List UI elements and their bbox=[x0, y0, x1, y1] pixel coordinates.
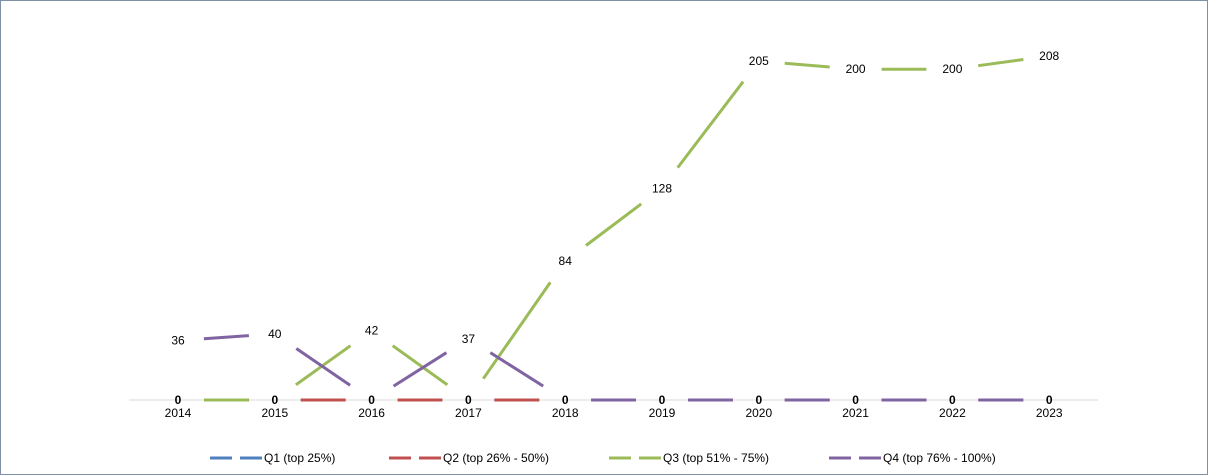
x-tick-label: 2020 bbox=[745, 406, 772, 420]
data-labels: 36 0 40 0 42 0 37 0 84 0 128 0 205 0 200 0 200 0 208 0 bbox=[171, 49, 1059, 407]
zero-data-label: 0 bbox=[175, 393, 182, 407]
series-segment bbox=[482, 281, 552, 380]
legend-item: Q4 (top 76% - 100%) bbox=[829, 451, 996, 465]
data-label: 84 bbox=[559, 254, 573, 268]
series-3-line bbox=[204, 58, 1024, 402]
series-segment bbox=[977, 58, 1024, 68]
zero-data-label: 0 bbox=[949, 393, 956, 407]
series-segment bbox=[585, 202, 643, 247]
data-label: 128 bbox=[652, 181, 672, 195]
x-tick-label: 2016 bbox=[358, 406, 385, 420]
zero-data-label: 0 bbox=[271, 393, 278, 407]
data-label: 200 bbox=[942, 62, 962, 76]
series-segment bbox=[676, 80, 745, 169]
data-label: 40 bbox=[268, 327, 282, 341]
data-label: 200 bbox=[846, 62, 866, 76]
x-tick-label: 2015 bbox=[261, 406, 288, 420]
x-tick-label: 2022 bbox=[939, 406, 966, 420]
x-tick-label: 2023 bbox=[1036, 406, 1063, 420]
legend-label: Q3 (top 51% - 75%) bbox=[663, 451, 769, 465]
series-lines bbox=[203, 58, 1024, 402]
zero-data-label: 0 bbox=[852, 393, 859, 407]
series-segment bbox=[784, 61, 830, 69]
x-tick-labels: 2014 2015 2016 2017 2018 2019 2020 2021 2022 2023 bbox=[165, 406, 1063, 420]
data-label: 37 bbox=[462, 332, 476, 346]
legend-item: Q1 (top 25%) bbox=[210, 451, 335, 465]
legend: Q1 (top 25%) Q2 (top 26% - 50%) Q3 (top 51… bbox=[210, 451, 996, 465]
legend-item: Q3 (top 51% - 75%) bbox=[609, 451, 769, 465]
zero-data-label: 0 bbox=[368, 393, 375, 407]
zero-data-label: 0 bbox=[1046, 393, 1053, 407]
x-tick-label: 2017 bbox=[455, 406, 482, 420]
series-segment bbox=[392, 351, 448, 388]
legend-item: Q2 (top 26% - 50%) bbox=[389, 451, 549, 465]
legend-label: Q4 (top 76% - 100%) bbox=[883, 451, 996, 465]
zero-data-label: 0 bbox=[562, 393, 569, 407]
series-segment bbox=[391, 344, 449, 387]
data-label: 208 bbox=[1039, 49, 1059, 63]
x-tick-label: 2021 bbox=[842, 406, 869, 420]
x-tick-label: 2014 bbox=[165, 406, 192, 420]
data-label: 36 bbox=[171, 333, 185, 347]
data-label: 205 bbox=[749, 54, 769, 68]
series-segment bbox=[489, 351, 545, 388]
data-label: 42 bbox=[365, 324, 379, 338]
series-segment bbox=[295, 347, 351, 387]
series-segment bbox=[203, 334, 250, 341]
legend-label: Q1 (top 25%) bbox=[264, 451, 335, 465]
legend-label: Q2 (top 26% - 50%) bbox=[443, 451, 549, 465]
series-4-line bbox=[203, 334, 1024, 402]
zero-data-label: 0 bbox=[659, 393, 666, 407]
x-tick-label: 2019 bbox=[649, 406, 676, 420]
zero-data-label: 0 bbox=[755, 393, 762, 407]
x-tick-label: 2018 bbox=[552, 406, 579, 420]
zero-data-label: 0 bbox=[465, 393, 472, 407]
